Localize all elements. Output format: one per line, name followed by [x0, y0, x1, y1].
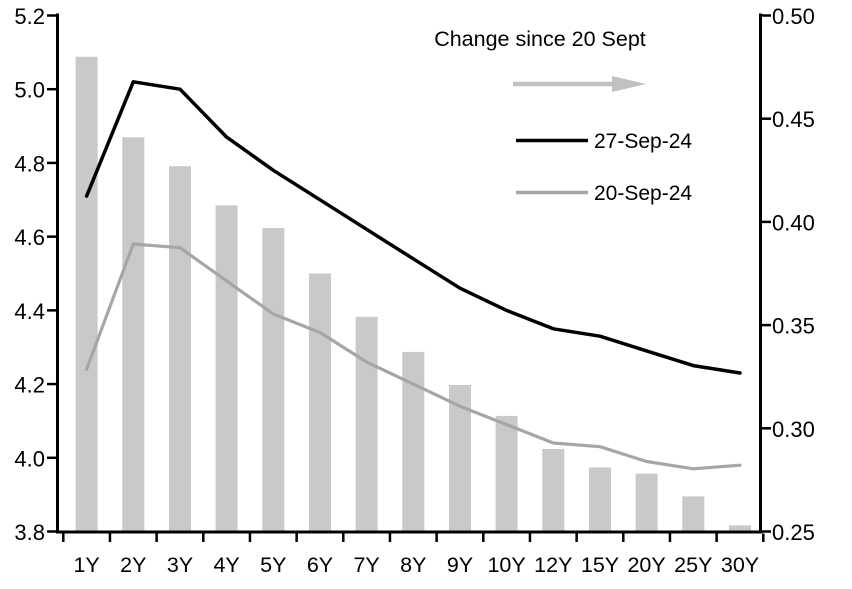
x-axis-label-1Y: 1Y	[73, 553, 99, 577]
right-axis-tick-label: 0.40	[772, 210, 815, 235]
axes	[56, 13, 762, 534]
x-axis-label-3Y: 3Y	[167, 553, 193, 577]
line-series-27-sep-24	[84, 80, 742, 375]
bar-2Y	[122, 137, 145, 533]
x-axis-label-20Y: 20Y	[627, 553, 665, 577]
legend-label-27-sep-24: 27-Sep-24	[594, 130, 692, 153]
x-axis-label-6Y: 6Y	[307, 553, 333, 577]
bar-25Y	[682, 496, 705, 532]
bar-20Y	[635, 473, 658, 532]
x-axis-label-7Y: 7Y	[353, 553, 379, 577]
x-axis-label-2Y: 2Y	[120, 553, 146, 577]
bar-3Y	[169, 166, 191, 532]
legend-label-20-sep-24: 20-Sep-24	[594, 182, 692, 205]
axis-tick-labels: 5.2 5.0 4.8 4.6 4.4 4.2 4.0 3.8 0.50 0.45 0.40 0.35…	[14, 4, 814, 577]
x-axis-label-8Y: 8Y	[400, 553, 426, 577]
bar-8Y	[402, 351, 425, 532]
legend: Change since 20 Sept 27-Sep-24 20-Sep-24	[434, 27, 692, 205]
left-axis-tick-label: 5.2	[14, 4, 45, 29]
left-axis-tick-label: 3.8	[14, 520, 45, 545]
right-axis-tick-label: 0.25	[772, 520, 815, 545]
bar-12Y	[542, 448, 565, 532]
right-axis-tick-label: 0.35	[772, 314, 815, 339]
x-axis-label-10Y: 10Y	[487, 553, 525, 577]
axis-ticks	[47, 14, 771, 542]
bar-5Y	[262, 228, 285, 532]
x-axis-label-15Y: 15Y	[581, 553, 619, 577]
x-axis-label-4Y: 4Y	[213, 553, 239, 577]
x-axis-label-25Y: 25Y	[674, 553, 712, 577]
line-series-20-sep-24	[84, 242, 742, 471]
bar-7Y	[355, 316, 378, 532]
right-axis-tick-label: 0.50	[772, 4, 815, 29]
right-axis-tick-label: 0.30	[772, 417, 815, 442]
left-axis-tick-label: 4.4	[14, 299, 45, 324]
left-axis-tick-label: 4.0	[14, 446, 45, 471]
bar-series-change-since-20-sept	[75, 56, 751, 533]
bar-10Y	[495, 415, 518, 532]
bar-15Y	[589, 467, 611, 532]
x-axis-label-5Y: 5Y	[260, 553, 286, 577]
change-arrow-icon	[513, 76, 646, 92]
legend-title-change-since-20-sept: Change since 20 Sept	[434, 27, 646, 51]
bar-1Y	[75, 56, 98, 533]
left-axis-tick-label: 4.8	[14, 151, 45, 176]
bar-30Y	[729, 525, 751, 532]
bar-9Y	[449, 385, 471, 532]
left-axis-tick-label: 4.2	[14, 373, 45, 398]
right-axis-tick-label: 0.45	[772, 107, 815, 132]
x-axis-label-30Y: 30Y	[721, 553, 759, 577]
x-axis-label-12Y: 12Y	[534, 553, 572, 577]
arrow-head	[612, 76, 646, 92]
bar-4Y	[215, 205, 238, 532]
left-axis-tick-label: 5.0	[14, 78, 45, 103]
left-axis-tick-label: 4.6	[14, 225, 45, 250]
x-axis-label-9Y: 9Y	[447, 553, 473, 577]
bar-6Y	[309, 273, 331, 532]
